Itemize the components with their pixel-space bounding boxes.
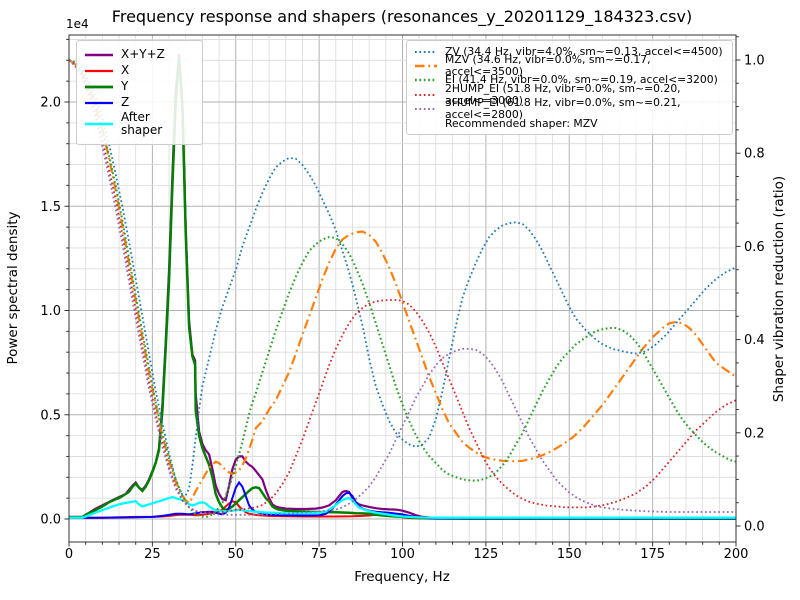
y-right-tick-label: 0.2 — [744, 426, 765, 441]
x-tick-label: 200 — [724, 547, 749, 562]
y-right-axis-label: Shaper vibration reduction (ratio) — [771, 176, 787, 402]
legend-line-sample-x — [85, 69, 113, 72]
y-right-tick-label: 1.0 — [744, 54, 765, 69]
x-tick-label: 50 — [227, 547, 244, 562]
legend-item-label: 3HUMP_EI (61.8 Hz, vibr=0.0%, sm~=0.21, … — [445, 95, 681, 121]
curve-3hump_ei — [69, 59, 736, 516]
legend-line-sample-zv — [415, 51, 437, 54]
legend-line-sample-y — [85, 85, 113, 88]
curve-ei — [69, 59, 736, 518]
legend-item-label: Z — [121, 94, 130, 109]
y-right-tick-label: 0.0 — [744, 520, 765, 535]
legend-item-label: Y — [121, 78, 129, 93]
x-tick-label: 100 — [390, 547, 415, 562]
legend-item-ei: EI (41.4 Hz, vibr=0.0%, sm~=0.19, accel<… — [414, 73, 725, 87]
curve-zv — [69, 59, 736, 500]
x-tick-label: 75 — [311, 547, 328, 562]
x-tick-label: 150 — [557, 547, 582, 562]
y-right-tick-label: 0.4 — [744, 333, 765, 348]
curve-after-shaper — [69, 495, 736, 519]
legend-item-label: X+Y+Z — [121, 46, 165, 61]
axis-tick-labels: 0 25 50 75 100 125 150 175 200 0.0 0.5 1.0 1.5 2.0 0.0… — [40, 54, 764, 563]
x-tick-label: 25 — [144, 547, 161, 562]
legend-item-mzv: MZV (34.6 Hz, vibr=0.0%, sm~=0.17, accel… — [414, 54, 725, 78]
recommended-shaper-label: Recommended shaper: MZV — [445, 116, 598, 130]
legend-item-after-shaper: After shaper — [84, 110, 195, 138]
legend-line-sample-3hump_ei — [415, 107, 437, 110]
shaper-legend-rows: ZV (34.4 Hz, vibr=4.0%, sm~=0.13, accel<… — [414, 45, 725, 120]
y-right-tick-label: 0.8 — [744, 147, 765, 162]
legend-line-sample-ei — [415, 79, 437, 82]
legend-item-x: X — [84, 63, 195, 78]
legend-item-x+y+z: X+Y+Z — [84, 47, 195, 62]
shaper-legend: ZV (34.4 Hz, vibr=4.0%, sm~=0.13, accel<… — [406, 40, 733, 136]
y-left-tick-label: 1.5 — [40, 200, 61, 215]
legend-line-sample-after-shaper — [85, 123, 113, 126]
y-left-tick-label: 1.0 — [40, 304, 61, 319]
legend-line-sample-x+y+z — [85, 53, 113, 56]
y-left-tick-label: 0.0 — [40, 513, 61, 528]
legend-item-zv: ZV (34.4 Hz, vibr=4.0%, sm~=0.13, accel<… — [414, 45, 725, 59]
x-tick-label: 125 — [473, 547, 498, 562]
legend-item-label: ZV (34.4 Hz, vibr=4.0%, sm~=0.13, accel<… — [445, 45, 723, 59]
legend-item-label: 2HUMP_EI (51.8 Hz, vibr=0.0%, sm~=0.20, … — [445, 81, 681, 107]
legend-item-label: After shaper — [121, 110, 163, 138]
legend-line-sample-mzv — [415, 65, 437, 68]
legend-item-label: X — [121, 62, 130, 77]
x-tick-label: 175 — [640, 547, 665, 562]
legend-item-label: EI (41.4 Hz, vibr=0.0%, sm~=0.19, accel<… — [445, 73, 718, 87]
y-right-tick-label: 0.6 — [744, 240, 765, 255]
legend-item-2hump_ei: 2HUMP_EI (51.8 Hz, vibr=0.0%, sm~=0.20, … — [414, 82, 725, 106]
legend-item-label: MZV (34.6 Hz, vibr=0.0%, sm~=0.17, accel… — [445, 53, 651, 79]
curve-y — [69, 58, 736, 520]
legend-line-sample-2hump_ei — [415, 93, 437, 96]
legend-item-z: Z — [84, 95, 195, 110]
y-left-tick-label: 0.5 — [40, 408, 61, 423]
legend-item-3hump_ei: 3HUMP_EI (61.8 Hz, vibr=0.0%, sm~=0.21, … — [414, 96, 725, 120]
curve-2hump_ei — [69, 59, 736, 513]
x-tick-label: 0 — [65, 547, 73, 562]
y-axis-offset-text: 1e4 — [66, 17, 89, 31]
y-left-axis-label: Power spectral density — [5, 211, 21, 364]
psd-legend: X+Y+Z X Y Z After shaper — [76, 40, 203, 145]
chart-title: Frequency response and shapers (resonanc… — [112, 7, 692, 27]
y-left-tick-label: 2.0 — [40, 96, 61, 111]
legend-item-y: Y — [84, 79, 195, 94]
legend-line-sample-z — [85, 101, 113, 104]
x-axis-label: Frequency, Hz — [354, 569, 450, 585]
curves — [69, 53, 736, 520]
axis-ticks — [64, 36, 741, 547]
